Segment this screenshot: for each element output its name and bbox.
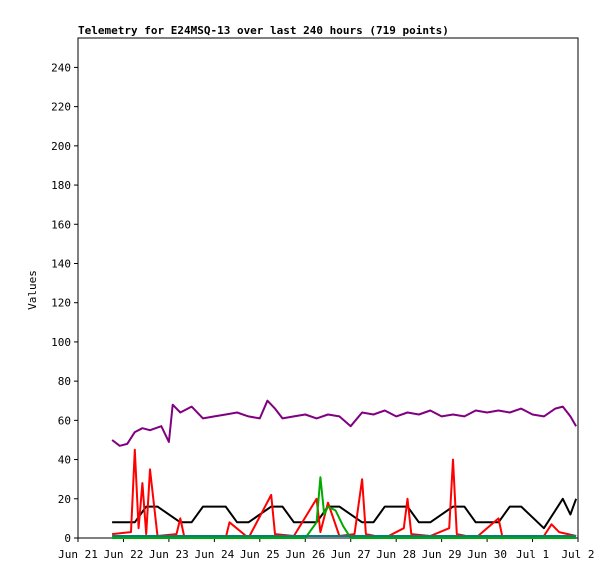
series-line-4 [112, 476, 577, 539]
x-tick-label: Jun 26 [285, 548, 325, 561]
x-tick-label: Jun 27 [331, 548, 371, 561]
series-group [111, 399, 578, 539]
series-line-1 [111, 399, 577, 447]
y-axis: 0 20 40 60 80 100 120 140 160 180 200 220 240 [51, 61, 78, 545]
x-tick-label: Jul 1 [516, 548, 549, 561]
x-tick-label: Jun 25 [240, 548, 280, 561]
y-tick-label: 60 [58, 414, 71, 427]
x-tick-label: Jul 2 [561, 548, 594, 561]
x-tick-label: Jun 28 [376, 548, 416, 561]
y-tick-label: 40 [58, 454, 71, 467]
x-axis: Jun 21 Jun 22 Jun 23 Jun 24 Jun 25 Jun 26 Jun … [58, 538, 595, 561]
series-line-2 [112, 497, 578, 530]
y-tick-label: 200 [51, 140, 71, 153]
y-tick-label: 20 [58, 493, 71, 506]
x-tick-label: Jun 24 [194, 548, 234, 561]
chart-title: Telemetry for E24MSQ-13 over last 240 ho… [78, 24, 449, 37]
x-tick-label: Jun 21 [58, 548, 98, 561]
y-tick-label: 220 [51, 101, 71, 114]
series-line-3 [111, 448, 577, 539]
x-tick-label: Jun 30 [467, 548, 507, 561]
y-tick-label: 140 [51, 257, 71, 270]
y-tick-label: 100 [51, 336, 71, 349]
y-tick-label: 240 [51, 61, 71, 74]
x-tick-label: Jun 29 [422, 548, 462, 561]
y-tick-label: 160 [51, 218, 71, 231]
y-tick-label: 0 [64, 532, 71, 545]
y-axis-label: Values [26, 270, 39, 310]
y-tick-label: 120 [51, 297, 71, 310]
x-tick-label: Jun 22 [104, 548, 144, 561]
x-tick-label: Jun 23 [149, 548, 189, 561]
y-tick-label: 180 [51, 179, 71, 192]
y-tick-label: 80 [58, 375, 71, 388]
plot-area [77, 37, 579, 539]
